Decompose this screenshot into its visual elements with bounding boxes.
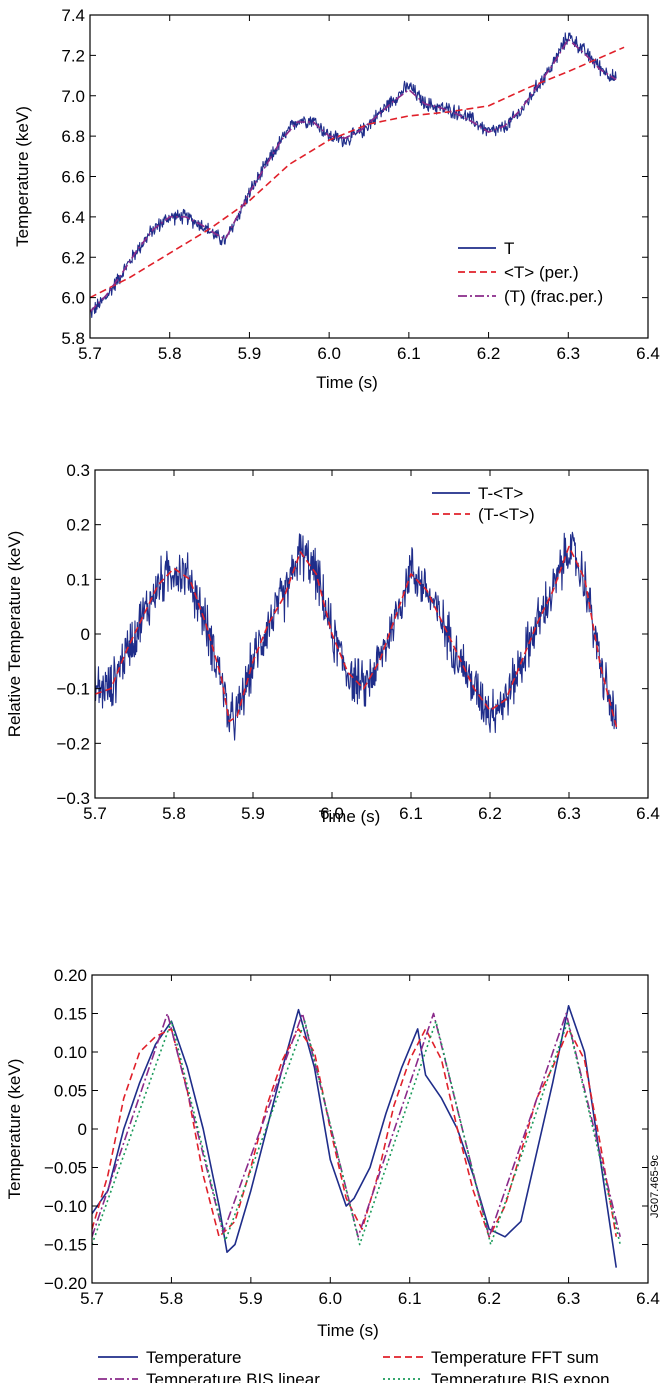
y-tick-label: −0.2 (56, 734, 90, 753)
y-tick-label: 7.4 (61, 6, 85, 25)
panel-relative-temperature: 5.7 5.8 5.9 6.0 6.1 6.2 6.3 6.4 −0.3 −0.2 −0.1 0 0.1… (5, 461, 660, 826)
x-tick-label: 6.0 (317, 344, 341, 363)
legend-label: Temperature BIS linear (146, 1370, 320, 1383)
series-line-2 (92, 1028, 618, 1238)
x-tick-label: 5.9 (239, 1289, 263, 1308)
y-tick-label: 0.05 (54, 1082, 87, 1101)
x-tick-label: 6.0 (318, 1289, 342, 1308)
legend-label: Temperature BIS expon (431, 1370, 610, 1383)
legend-label: Temperature FFT sum (431, 1348, 599, 1367)
series-line-3 (92, 1012, 621, 1238)
y-tick-label: 6.8 (61, 127, 85, 146)
x-tick-label: 5.7 (80, 1289, 104, 1308)
x-tick-label: 5.8 (160, 1289, 184, 1308)
series-line-1 (92, 1004, 618, 1268)
legend-label: T (504, 239, 514, 258)
y-tick-label: 0.1 (66, 570, 90, 589)
x-tick-label: 6.4 (636, 344, 660, 363)
y-tick-label: −0.3 (56, 789, 90, 808)
y-tick-label: −0.15 (44, 1236, 87, 1255)
y-tick-label: 0 (81, 625, 90, 644)
y-tick-label: 6.2 (61, 248, 85, 267)
legend: T <T> (per.) (T) (frac.per.) (458, 239, 603, 306)
x-tick-label: 6.4 (636, 1289, 660, 1308)
legend: Temperature Temperature FFT sum Temperatur… (98, 1348, 610, 1383)
legend: T-<T> (T-<T>) (432, 484, 535, 524)
x-tick-label: 5.9 (238, 344, 262, 363)
y-axis-label: Relative Temperature (keV) (5, 531, 24, 738)
legend-label: (T-<T>) (478, 505, 535, 524)
y-tick-label: 6.4 (61, 208, 85, 227)
x-tick-label: 6.3 (557, 1289, 581, 1308)
x-tick-label: 5.7 (83, 804, 107, 823)
legend-label: Temperature (146, 1348, 241, 1367)
x-tick-label: 6.0 (320, 804, 344, 823)
y-tick-label: 7.0 (61, 87, 85, 106)
y-tick-label: 0.3 (66, 461, 90, 480)
panel-temperature: 5.7 5.8 5.9 6.0 6.1 6.2 6.3 6.45.86.06.26.46.66… (13, 6, 660, 392)
x-tick-label: 5.8 (162, 804, 186, 823)
x-axis-label: Time (s) (317, 1321, 379, 1340)
series-line-2 (90, 46, 625, 299)
plot-frame (94, 469, 649, 799)
y-tick-label: 6.6 (61, 168, 85, 187)
y-tick-label: −0.05 (44, 1159, 87, 1178)
series-line-2 (95, 545, 618, 728)
x-tick-label: 6.1 (397, 344, 421, 363)
x-tick-label: 6.3 (557, 804, 581, 823)
x-tick-label: 6.4 (636, 804, 660, 823)
y-axis-label: Temperature (keV) (13, 106, 32, 247)
x-tick-label: 6.3 (556, 344, 580, 363)
x-tick-label: 6.1 (399, 804, 423, 823)
x-tick-label: 6.1 (398, 1289, 422, 1308)
legend-label: (T) (frac.per.) (504, 287, 603, 306)
y-tick-label: 6.0 (61, 289, 85, 308)
y-tick-label: 0.20 (54, 966, 87, 985)
y-tick-label: −0.10 (44, 1197, 87, 1216)
panel-temperature-models: 5.7 5.8 5.9 6.0 6.1 6.2 6.3 6.4 −0.20 −0.15 −0.10 −… (5, 966, 660, 1383)
y-tick-label: 5.8 (61, 329, 85, 348)
series-line-1 (90, 32, 617, 319)
y-tick-label: −0.20 (44, 1274, 87, 1293)
legend-label: T-<T> (478, 484, 523, 503)
y-axis-label: Temperature (keV) (5, 1059, 24, 1200)
x-tick-label: 5.7 (78, 344, 102, 363)
x-tick-label: 5.9 (241, 804, 265, 823)
y-tick-label: −0.1 (56, 680, 90, 699)
legend-label: <T> (per.) (504, 263, 579, 282)
y-tick-label: 7.2 (61, 46, 85, 65)
x-tick-label: 6.2 (477, 344, 501, 363)
x-tick-label: 6.2 (477, 1289, 501, 1308)
y-tick-label: 0.2 (66, 516, 90, 535)
y-tick-label: 0.10 (54, 1043, 87, 1062)
series-line-4 (92, 1020, 621, 1246)
series-line-1 (95, 531, 617, 741)
y-tick-label: 0 (78, 1120, 87, 1139)
x-tick-label: 5.8 (158, 344, 182, 363)
y-tick-label: 0.15 (54, 1005, 87, 1024)
figure-id: JG07.465-9c (649, 1155, 661, 1218)
x-tick-label: 6.2 (478, 804, 502, 823)
x-axis-label: Time (s) (319, 807, 381, 826)
series-line-3 (90, 38, 617, 313)
x-axis-label: Time (s) (316, 373, 378, 392)
